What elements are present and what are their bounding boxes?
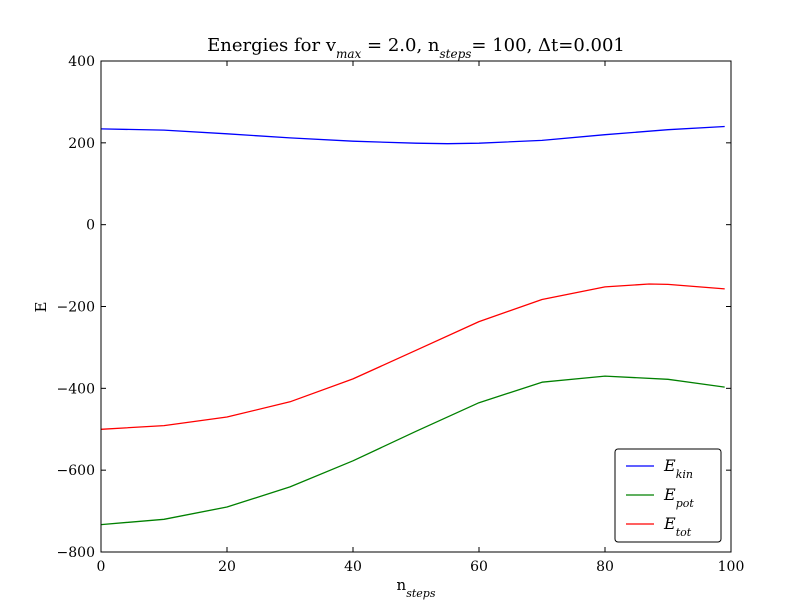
legend: Ekin Epot Etot <box>614 448 722 543</box>
x-tick-label: 20 <box>218 559 236 575</box>
y-tick-label: 0 <box>86 218 95 234</box>
x-tick-label: 60 <box>470 559 488 575</box>
plot-area <box>100 125 725 526</box>
series-line-e-tot <box>100 283 725 430</box>
y-axis-label: E <box>32 302 50 313</box>
x-tick-label: 80 <box>596 559 614 575</box>
legend-label: Epot <box>663 485 694 510</box>
axes: 0 20 40 60 80 100 −800 −600 −400 −200 0 200 400 <box>57 54 745 575</box>
chart-title: Energies for vmax = 2.0, nsteps= 100, Δt… <box>207 35 625 61</box>
series-line-e-kin <box>100 125 725 145</box>
x-tick-label: 100 <box>718 559 745 575</box>
y-tick-label: 200 <box>68 136 95 152</box>
series-line-e-pot <box>100 375 725 526</box>
y-tick-label: −200 <box>57 300 95 316</box>
x-tick-label: 0 <box>97 559 106 575</box>
y-tick-label: −600 <box>57 463 95 479</box>
y-tick-label: −400 <box>57 381 95 397</box>
x-axis-label: nsteps <box>397 576 436 600</box>
x-tick-label: 40 <box>344 559 362 575</box>
legend-label: Etot <box>663 514 692 539</box>
legend-box <box>614 448 722 543</box>
y-tick-label: −800 <box>57 545 95 561</box>
y-tick-label: 400 <box>68 54 95 70</box>
legend-label: Ekin <box>663 456 693 481</box>
